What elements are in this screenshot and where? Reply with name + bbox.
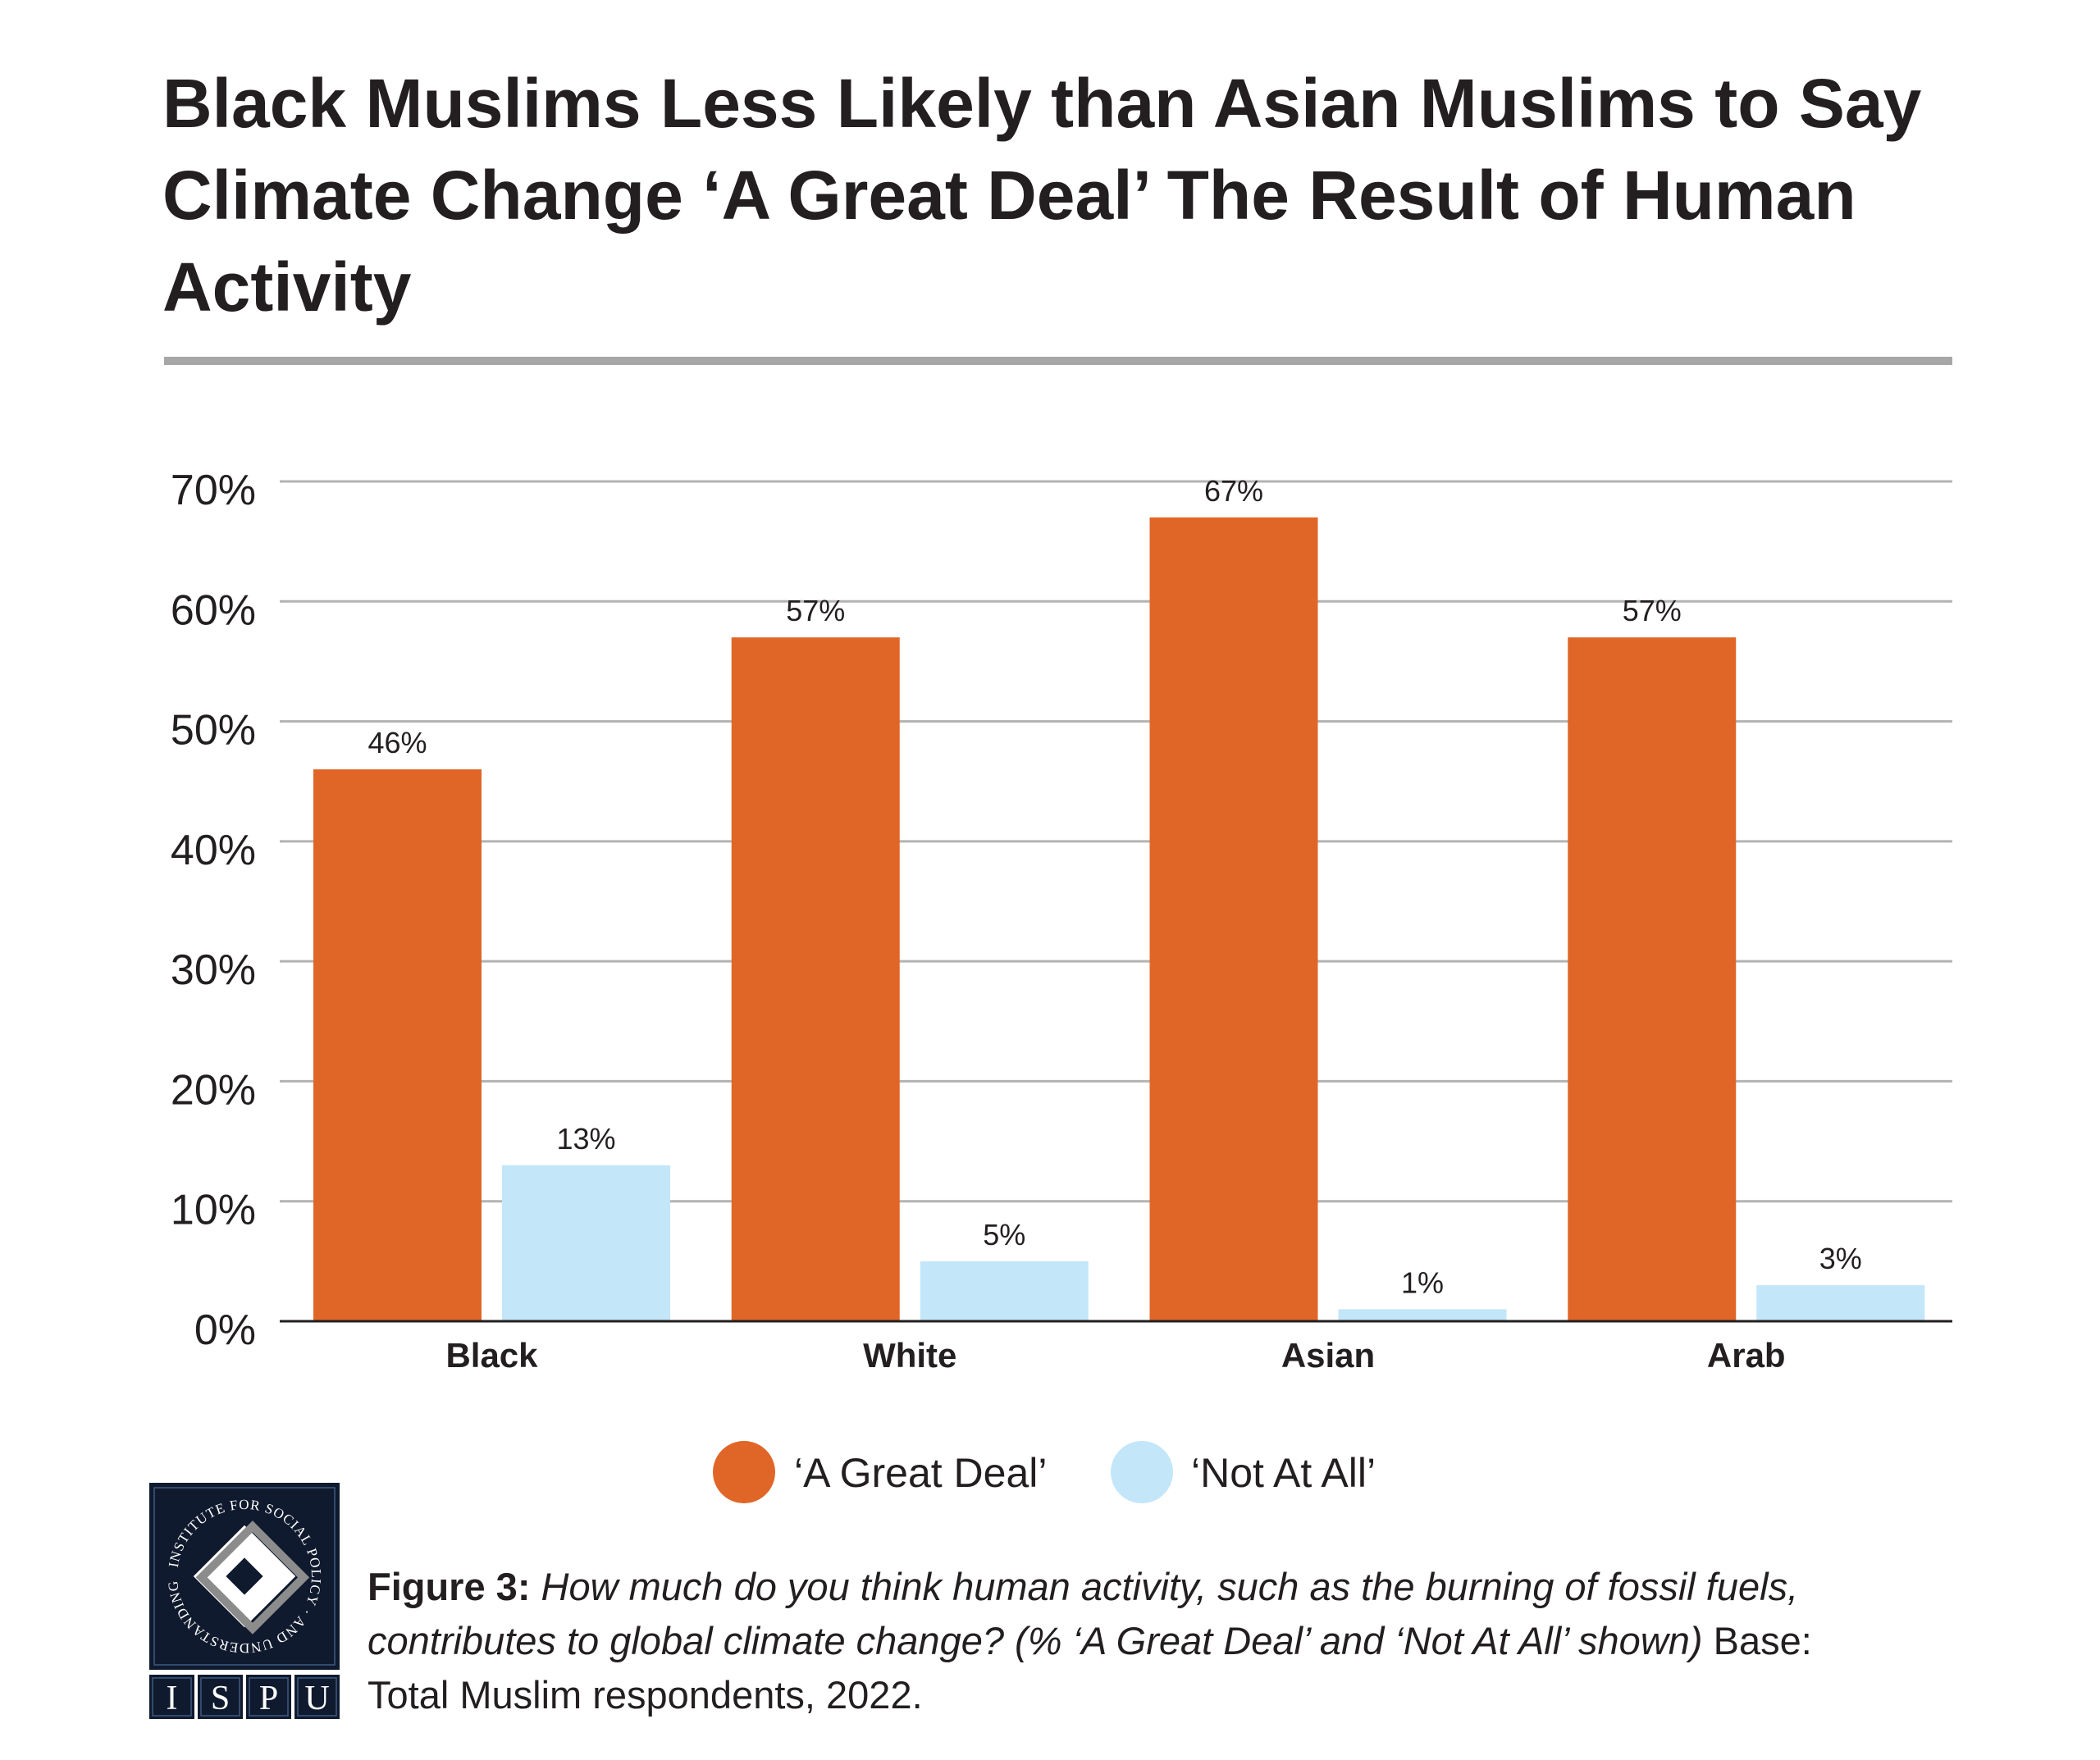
legend-swatch <box>1111 1441 1173 1503</box>
logo-letter-border <box>249 1677 289 1717</box>
bar-white-great-deal <box>731 637 900 1321</box>
logo-letter: I <box>167 1680 178 1717</box>
y-tick-label: 40% <box>171 827 256 874</box>
bar-arab-not-at-all <box>1756 1285 1925 1321</box>
data-label: 13% <box>556 1122 615 1156</box>
bar-white-not-at-all <box>920 1261 1089 1321</box>
logo-letter-box <box>198 1675 243 1719</box>
bar-black-great-deal <box>313 769 482 1321</box>
logo-letter-border <box>297 1677 337 1717</box>
data-label: 67% <box>1204 474 1263 508</box>
x-tick-label: Black <box>445 1336 538 1375</box>
logo-letter: P <box>259 1680 278 1717</box>
bar-chart: 0% 10% 20% 30% 40% 50% 60% 70% 46% 13% 57% 5% 67% 1%… <box>171 467 1952 1503</box>
y-tick-label: 20% <box>171 1066 256 1114</box>
logo-letter-box <box>294 1675 340 1719</box>
logo-letter-border <box>152 1677 192 1717</box>
data-label: 5% <box>983 1218 1025 1252</box>
y-axis-ticks: 0% 10% 20% 30% 40% 50% 60% 70% <box>171 467 256 1354</box>
x-tick-label: White <box>863 1336 956 1375</box>
bars: 46% 13% 57% 5% 67% 1% 57% 3% <box>313 474 1925 1321</box>
y-tick-label: 10% <box>171 1187 256 1234</box>
logo-letter: U <box>304 1680 329 1717</box>
logo-letter: S <box>211 1680 230 1717</box>
caption-question: How much do you think human activity, su… <box>368 1565 1799 1662</box>
y-tick-label: 60% <box>171 586 256 634</box>
bar-asian-not-at-all <box>1338 1309 1507 1321</box>
caption-base: Base: Total Muslim respondents, 2022. <box>368 1619 1812 1717</box>
figure-caption: Figure 3: How much do you think human ac… <box>368 1560 1860 1722</box>
x-axis-labels: Black White Asian Arab <box>445 1336 1785 1375</box>
data-label: 57% <box>786 594 845 627</box>
legend-label: ‘A Great Deal’ <box>794 1450 1047 1496</box>
chart-title: Black Muslims Less Likely than Asian Mus… <box>162 65 1922 326</box>
legend-label: ‘Not At All’ <box>1191 1450 1376 1496</box>
ispu-logo: INSTITUTE FOR SOCIAL POLICY · AND UNDERS… <box>149 1483 340 1719</box>
x-tick-label: Arab <box>1707 1336 1786 1375</box>
y-tick-label: 50% <box>171 707 256 755</box>
data-label: 1% <box>1401 1265 1444 1299</box>
legend: ‘A Great Deal’ ‘Not At All’ <box>713 1441 1376 1503</box>
bar-arab-great-deal <box>1568 637 1737 1321</box>
logo-letter-box <box>149 1675 194 1719</box>
legend-swatch <box>713 1441 775 1503</box>
data-label: 46% <box>368 726 427 759</box>
logo-letter-border <box>200 1677 240 1717</box>
y-tick-label: 70% <box>171 467 256 514</box>
bar-asian-great-deal <box>1149 517 1318 1321</box>
x-tick-label: Asian <box>1281 1336 1375 1375</box>
y-tick-label: 30% <box>171 946 256 994</box>
y-tick-label: 0% <box>194 1306 256 1354</box>
caption-label: Figure 3: <box>368 1565 531 1608</box>
data-label: 3% <box>1819 1242 1862 1275</box>
data-label: 57% <box>1623 594 1682 627</box>
title-divider <box>164 357 1952 365</box>
logo-letter-box <box>246 1675 291 1719</box>
bar-black-not-at-all <box>502 1165 670 1321</box>
